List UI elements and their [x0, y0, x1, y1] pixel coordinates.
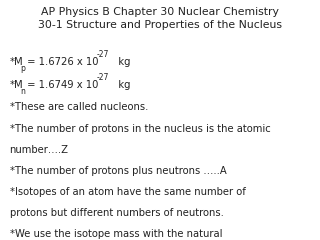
Text: *We use the isotope mass with the natural: *We use the isotope mass with the natura… [10, 229, 222, 239]
Text: -27: -27 [97, 50, 109, 59]
Text: protons but different numbers of neutrons.: protons but different numbers of neutron… [10, 208, 223, 218]
Text: number….Z: number….Z [10, 145, 68, 155]
Text: *The number of protons plus neutrons …..A: *The number of protons plus neutrons …..… [10, 166, 226, 176]
Text: -27: -27 [97, 73, 109, 82]
Text: = 1.6749 x 10: = 1.6749 x 10 [24, 80, 98, 90]
Text: kg: kg [109, 80, 130, 90]
Text: AP Physics B Chapter 30 Nuclear Chemistry
30-1 Structure and Properties of the N: AP Physics B Chapter 30 Nuclear Chemistr… [38, 7, 282, 30]
Text: *M: *M [10, 80, 23, 90]
Text: p: p [20, 64, 25, 73]
Text: = 1.6726 x 10: = 1.6726 x 10 [24, 57, 99, 67]
Text: n: n [20, 87, 25, 96]
Text: kg: kg [109, 57, 130, 67]
Text: *Isotopes of an atom have the same number of: *Isotopes of an atom have the same numbe… [10, 187, 245, 197]
Text: *These are called nucleons.: *These are called nucleons. [10, 102, 148, 112]
Text: *M: *M [10, 57, 23, 67]
Text: *The number of protons in the nucleus is the atomic: *The number of protons in the nucleus is… [10, 124, 270, 133]
